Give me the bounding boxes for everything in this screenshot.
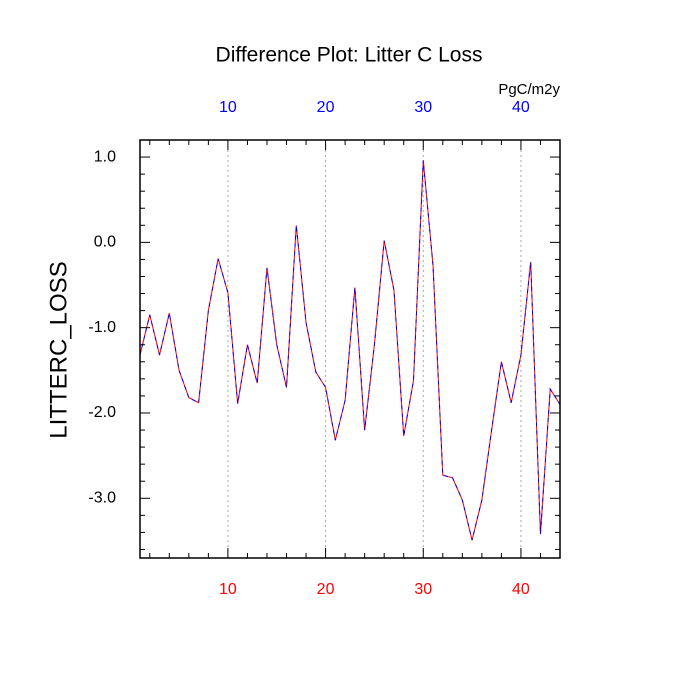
y-tick-label: -3.0 [88,490,116,507]
x-tick-label-top: 10 [219,99,237,116]
x-tick-label-top: 30 [414,99,432,116]
y-tick-label: -2.0 [88,404,116,421]
chart-title: Difference Plot: Litter C Loss [216,44,483,67]
units-label: PgC/m2y [498,81,560,98]
y-tick-label: 0.0 [94,234,116,251]
plot-frame [139,139,561,559]
x-tick-label-top: 40 [512,99,530,116]
y-tick-label: -1.0 [88,319,116,336]
x-tick-label: 30 [414,581,432,598]
x-tick-label-top: 20 [317,99,335,116]
data-line [139,160,561,541]
x-tick-label: 40 [512,581,530,598]
y-tick-label: 1.0 [94,148,116,165]
x-tick-label: 20 [317,581,335,598]
data-line [139,160,561,541]
y-axis-label: LITTERC_LOSS [45,261,72,438]
x-tick-label: 10 [219,581,237,598]
